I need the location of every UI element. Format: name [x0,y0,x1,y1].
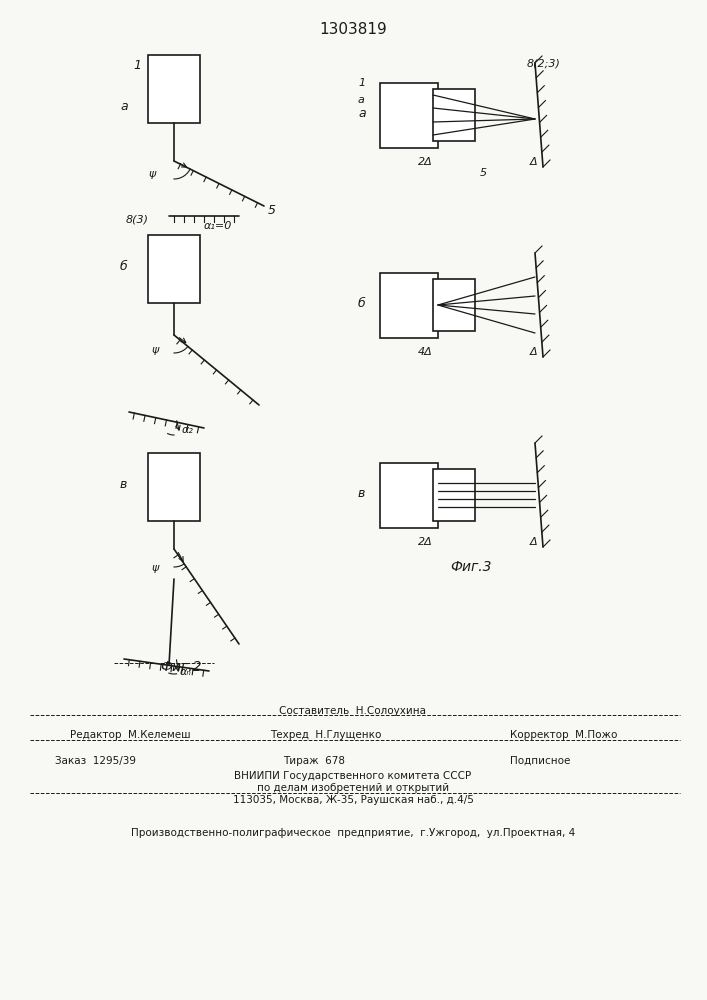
Text: 113035, Москва, Ж-35, Раушская наб., д.4/5: 113035, Москва, Ж-35, Раушская наб., д.4… [233,795,474,805]
Text: Составитель  Н.Солоухина: Составитель Н.Солоухина [279,706,426,716]
Text: а: а [120,100,128,113]
Bar [148,235,200,303]
Text: Тираж  678: Тираж 678 [283,756,345,766]
Text: Подписное: Подписное [510,756,571,766]
Text: ψ: ψ [149,169,156,179]
Text: 5: 5 [268,204,276,217]
Text: а: а [358,107,366,120]
Text: α₁=0: α₁=0 [204,221,233,231]
Text: Заказ  1295/39: Заказ 1295/39 [55,756,136,766]
Text: 2Δ: 2Δ [418,537,433,547]
Text: б: б [120,260,128,273]
Bar [148,453,200,521]
Bar [380,83,438,148]
Text: в: в [120,478,127,491]
Text: ВНИИПИ Государственного комитета СССР: ВНИИПИ Государственного комитета СССР [235,771,472,781]
Bar [148,55,200,123]
Text: α₂: α₂ [182,425,194,435]
Text: 4Δ: 4Δ [418,347,433,357]
Bar [380,463,438,528]
Text: б: б [358,297,366,310]
Text: Δ: Δ [530,347,537,357]
Text: Δ: Δ [530,537,537,547]
Text: 8(2;3): 8(2;3) [527,58,561,68]
Text: по делам изобретений и открытий: по делам изобретений и открытий [257,783,449,793]
Bar [433,89,475,141]
Text: ψ: ψ [152,345,159,355]
Text: Производственно-полиграфическое  предприятие,  г.Ужгород,  ул.Проектная, 4: Производственно-полиграфическое предприя… [131,828,575,838]
Text: Редактор  М.Келемеш: Редактор М.Келемеш [70,730,191,740]
Text: 1: 1 [358,78,365,88]
Bar [433,279,475,331]
Text: в: в [358,487,366,500]
Text: Корректор  М.Пожо: Корректор М.Пожо [510,730,617,740]
Text: 2Δ: 2Δ [418,157,433,167]
Text: ψ: ψ [152,563,159,573]
Text: Фиг.2: Фиг.2 [160,660,201,674]
Bar [380,273,438,338]
Text: Техред  Н.Глущенко: Техред Н.Глущенко [270,730,381,740]
Bar [433,469,475,521]
Text: 8(3): 8(3) [126,214,149,224]
Text: 1: 1 [133,59,141,72]
Text: а: а [358,95,365,105]
Text: αₙ: αₙ [180,667,192,677]
Text: 5: 5 [480,168,487,178]
Text: Δ: Δ [530,157,537,167]
Text: Фиг.3: Фиг.3 [450,560,491,574]
Text: 1303819: 1303819 [319,22,387,37]
